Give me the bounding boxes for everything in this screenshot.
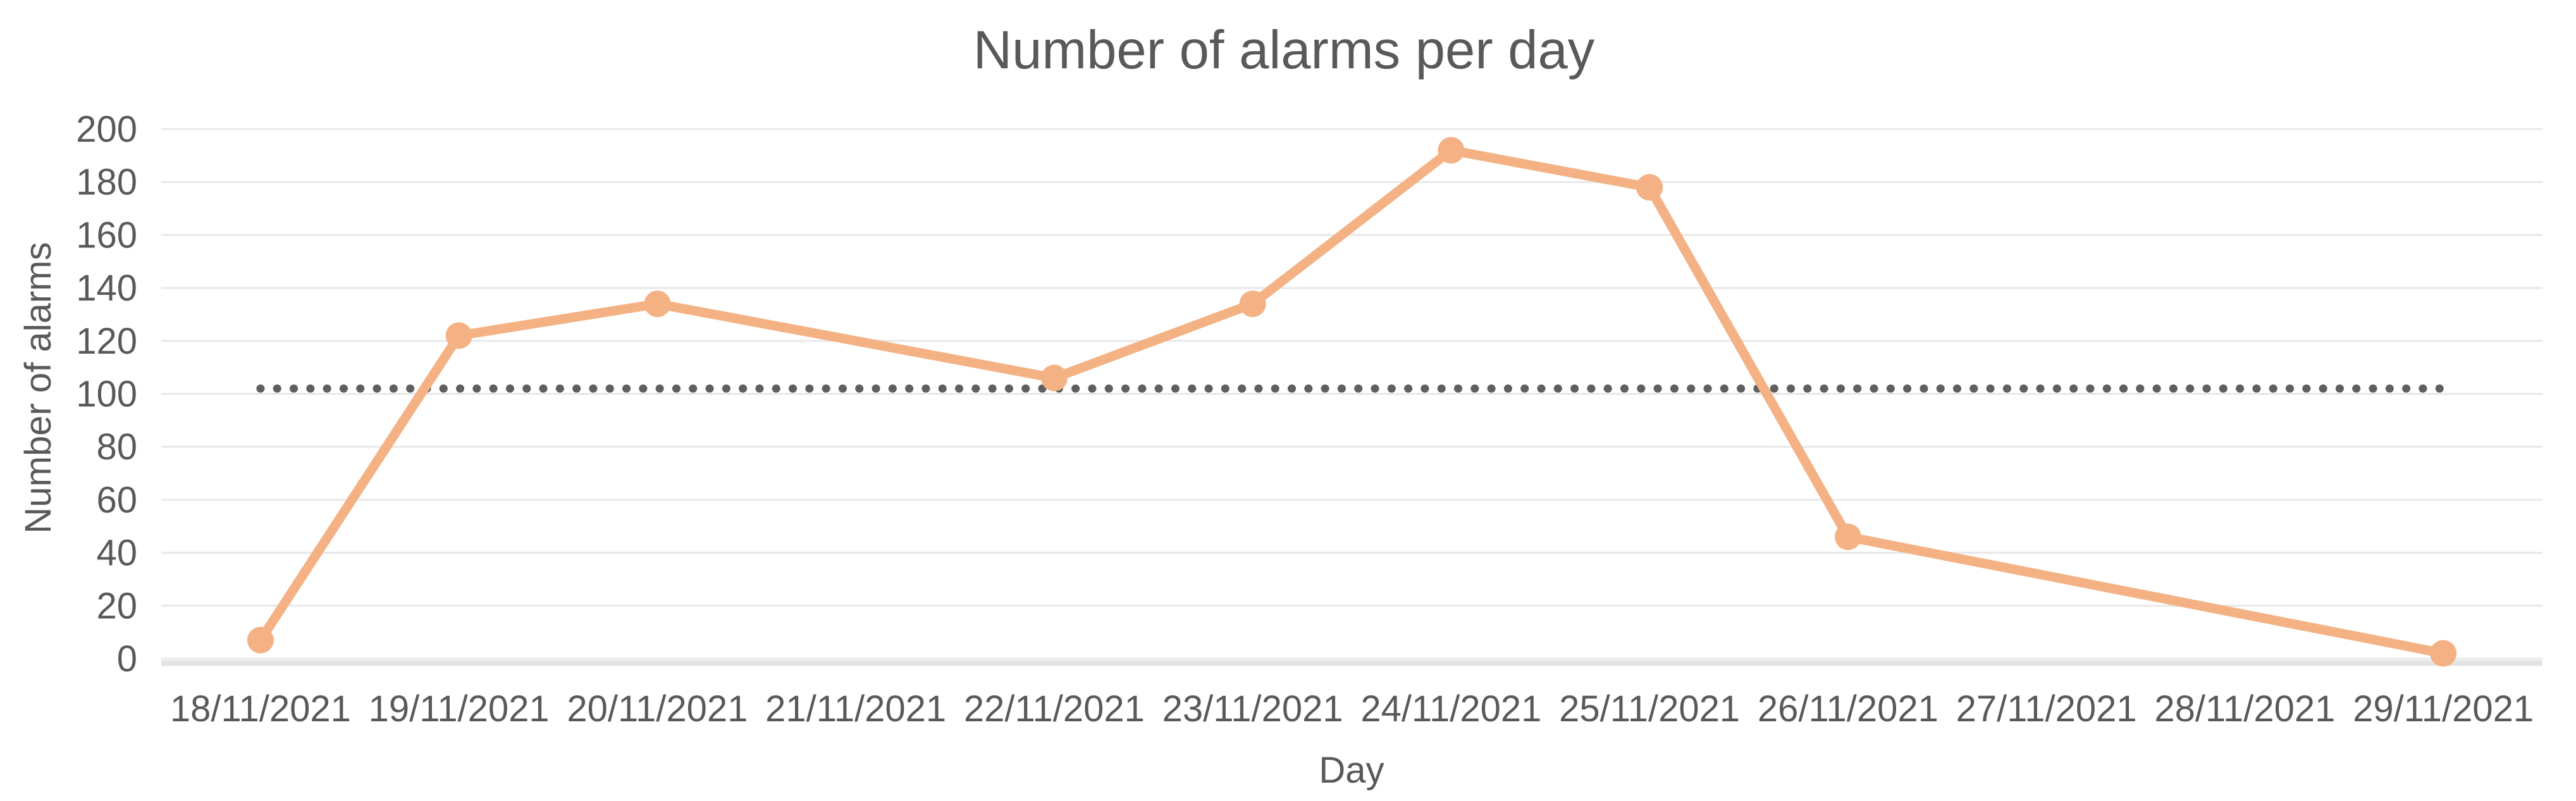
x-axis-tick-labels: 18/11/2021 19/11/2021 20/11/2021 21/11/2021… — [170, 688, 2534, 730]
y-tick-label: 20 — [96, 585, 137, 626]
x-tick-label: 22/11/2021 — [964, 688, 1145, 730]
series-line — [256, 146, 2448, 659]
x-tick-label: 20/11/2021 — [567, 688, 748, 730]
x-tick-label: 26/11/2021 — [1758, 688, 1938, 730]
data-point-marker — [2430, 640, 2457, 667]
data-point-marker — [445, 322, 472, 349]
y-tick-label: 60 — [96, 480, 137, 521]
y-tick-label: 80 — [96, 426, 137, 468]
x-tick-label: 19/11/2021 — [369, 688, 550, 730]
data-point-marker — [1438, 137, 1465, 164]
y-tick-label: 120 — [76, 321, 137, 362]
x-tick-label: 21/11/2021 — [765, 688, 946, 730]
x-tick-label: 23/11/2021 — [1162, 688, 1343, 730]
y-tick-label: 160 — [76, 214, 137, 256]
x-tick-label: 18/11/2021 — [170, 688, 351, 730]
data-point-marker — [644, 290, 671, 318]
chart-title: Number of alarms per day — [973, 20, 1595, 80]
x-tick-label: 24/11/2021 — [1360, 688, 1541, 730]
y-tick-label: 180 — [76, 162, 137, 203]
y-tick-label: 200 — [76, 109, 137, 150]
y-tick-label: 100 — [76, 374, 137, 415]
x-axis-title: Day — [1319, 750, 1384, 791]
data-point-marker — [1636, 174, 1663, 201]
gridlines — [161, 128, 2542, 666]
y-axis-tick-labels: 0 20 40 60 80 100 120 140 160 180 200 — [76, 109, 137, 680]
y-tick-label: 140 — [76, 268, 137, 309]
data-point-marker — [1239, 290, 1266, 318]
x-tick-label: 29/11/2021 — [2353, 688, 2534, 730]
x-tick-label: 27/11/2021 — [1956, 688, 2137, 730]
y-tick-label: 0 — [117, 638, 137, 680]
y-tick-label: 40 — [96, 533, 137, 574]
x-tick-label: 25/11/2021 — [1559, 688, 1740, 730]
x-tick-label: 28/11/2021 — [2154, 688, 2335, 730]
data-point-marker — [1040, 364, 1068, 392]
data-point-marker — [1834, 523, 1861, 550]
data-point-marker — [247, 626, 274, 654]
y-axis-title: Number of alarms — [18, 242, 59, 534]
series-group — [247, 137, 2457, 667]
